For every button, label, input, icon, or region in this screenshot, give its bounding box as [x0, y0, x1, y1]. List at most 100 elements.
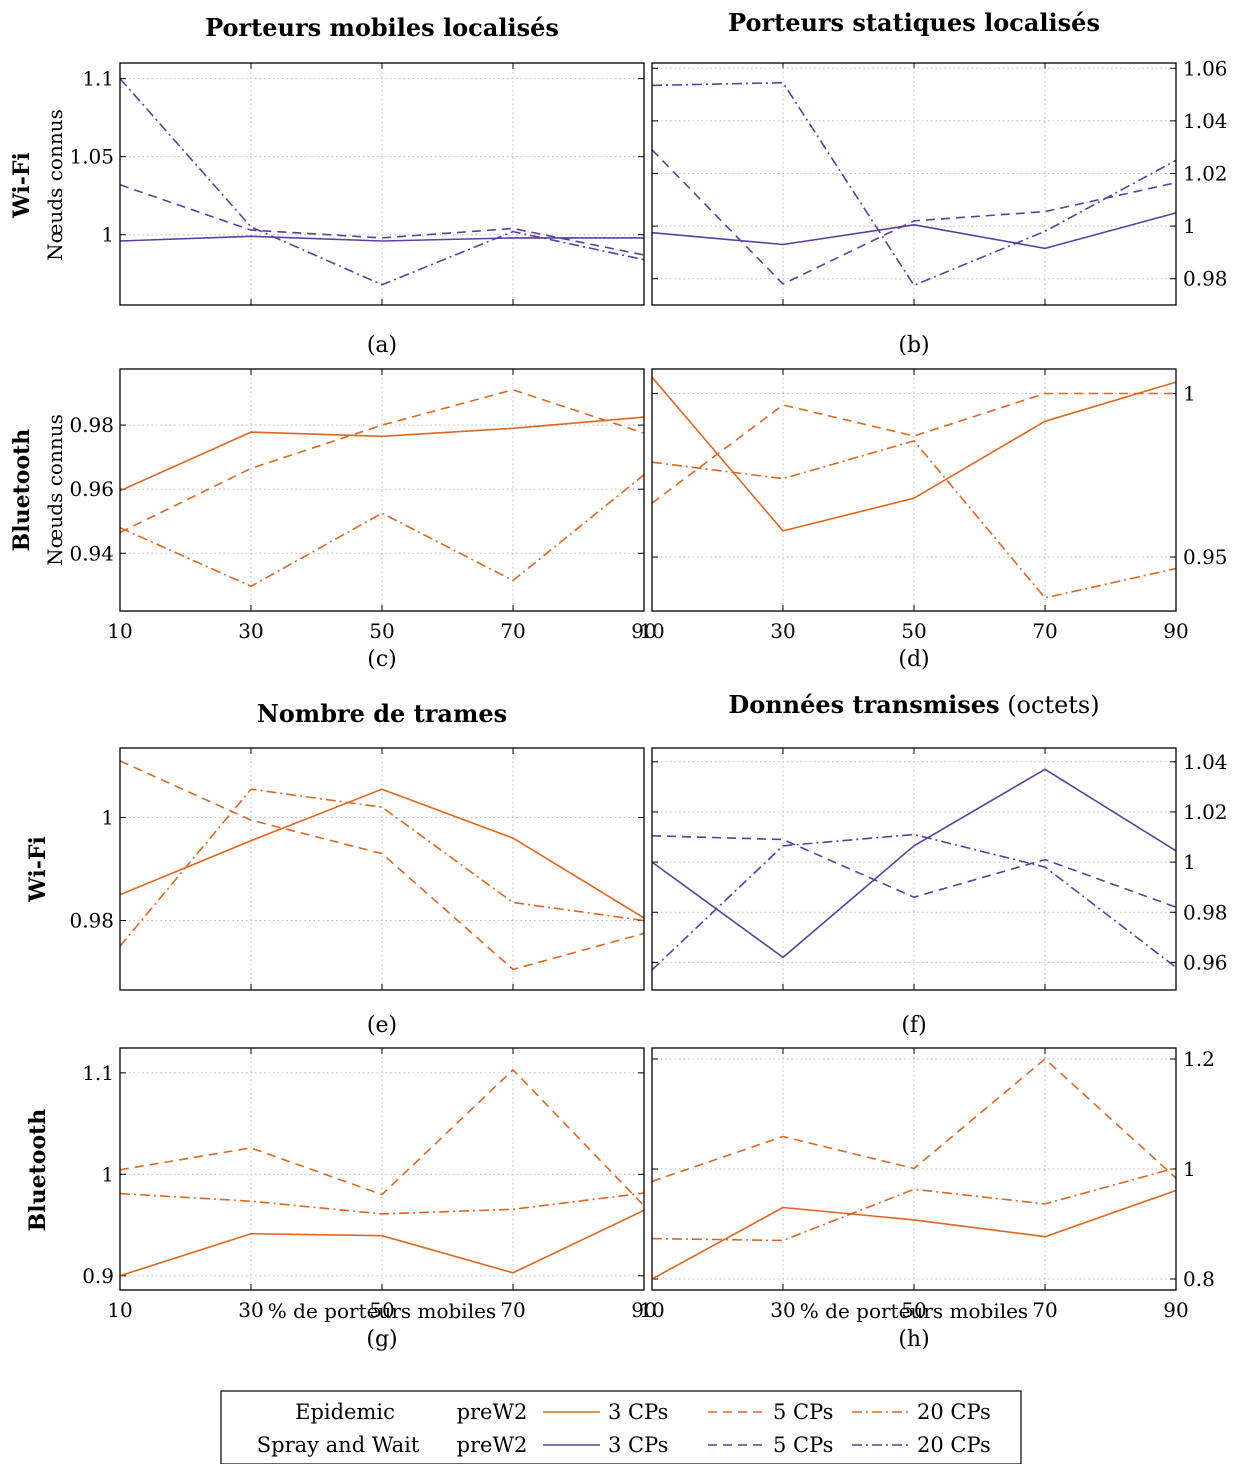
panel-label-c: (c): [367, 647, 397, 672]
legend-method-spray: preW2: [457, 1433, 528, 1457]
series-line-epidemic-3-cps: [119, 788, 645, 919]
legend-label-epidemic-20: 20 CPs: [917, 1400, 991, 1424]
chart-panel-f: 0.96 0.98 1 1.02 1.04: [651, 747, 1228, 991]
series-line-epidemic-20-cps: [119, 788, 645, 947]
series-line-epidemic-5-cps: [119, 388, 645, 534]
legend-protocol-spray: Spray and Wait: [257, 1433, 420, 1457]
x-tick-label: 90: [1163, 1298, 1188, 1322]
x-tick-label: 50: [369, 1298, 394, 1322]
x-tick-label: 30: [238, 619, 263, 643]
y-tick-label: 1: [1183, 1157, 1196, 1181]
series-line-epidemic-3-cps: [119, 1209, 645, 1277]
title-top-left: Porteurs mobiles localisés: [205, 13, 559, 42]
x-tick-label: 10: [639, 619, 664, 643]
legend-label-spray-20: 20 CPs: [917, 1433, 991, 1457]
x-tick-label: 90: [631, 619, 656, 643]
legend-method-epidemic: preW2: [457, 1400, 528, 1424]
plot-frame: [119, 747, 645, 991]
series-line-epidemic-5-cps: [119, 1069, 645, 1207]
legend-label-spray-3: 3 CPs: [608, 1433, 668, 1457]
y-tick-label: 0.94: [69, 541, 114, 565]
panel-label-d: (d): [898, 647, 929, 672]
series-line-spray-5-cps: [119, 184, 645, 256]
legend-label-epidemic-3: 3 CPs: [608, 1400, 668, 1424]
y-tick-label: 0.96: [69, 477, 114, 501]
panel-label-e: (e): [367, 1013, 397, 1038]
x-tick-label: 90: [1163, 619, 1188, 643]
title-bottom-right-unit: (octets): [1007, 691, 1099, 719]
row-label-wifi-bottom: Wi-Fi: [25, 836, 51, 903]
panel-label-f: (f): [901, 1013, 926, 1038]
series-line-spray-20-cps: [651, 81, 1177, 287]
y-tick-label: 0.96: [1183, 950, 1228, 974]
series-line-epidemic-20-cps: [651, 1167, 1177, 1242]
x-tick-label: 90: [631, 1298, 656, 1322]
y-tick-label: 0.8: [1183, 1267, 1215, 1291]
series-line-spray-20-cps: [119, 78, 645, 286]
series-line-spray-5-cps: [651, 835, 1177, 908]
legend: Epidemic preW2 Spray and Wait preW2 3 CP…: [220, 1390, 1022, 1465]
y-tick-label: 1.06: [1183, 56, 1228, 80]
chart-panel-c: 10 30 50 70 90 0.94 0.96 0.98: [69, 368, 657, 643]
y-tick-label: 0.98: [1183, 267, 1228, 291]
y-tick-label: 1.2: [1183, 1047, 1215, 1071]
plot-frame: [651, 62, 1177, 306]
ylabel-nodes-known-a: Nœuds connus: [43, 109, 67, 261]
y-tick-label: 1.1: [82, 67, 114, 91]
x-tick-label: 10: [107, 619, 132, 643]
y-tick-label: 0.98: [69, 908, 114, 932]
chart-panel-h: 10 30 50 70 90 0.8 1 1.2: [639, 1047, 1215, 1322]
title-bottom-right-bold: Données transmises: [728, 690, 999, 719]
series-line-epidemic-5-cps: [651, 1058, 1177, 1183]
y-tick-label: 0.98: [1183, 900, 1228, 924]
x-tick-label: 50: [901, 619, 926, 643]
plot-frame: [119, 62, 645, 306]
y-tick-label: 1.02: [1183, 161, 1228, 185]
chart-panel-g: 10 30 50 70 90 0.9 1 1.1: [82, 1047, 657, 1322]
panel-label-h: (h): [898, 1327, 929, 1352]
series-line-epidemic-5-cps: [651, 392, 1176, 504]
series-line-epidemic-3-cps: [651, 1189, 1177, 1280]
series-line-epidemic-5-cps: [119, 760, 645, 971]
chart-panel-e: 0.98 1: [69, 747, 645, 991]
x-tick-label: 30: [238, 1298, 263, 1322]
y-tick-label: 1: [1183, 382, 1196, 406]
series-line-spray-3-cps: [651, 768, 1177, 959]
x-tick-label: 50: [901, 1298, 926, 1322]
y-tick-label: 1: [101, 223, 114, 247]
title-bottom-right: Données transmises (octets): [728, 690, 1099, 719]
y-tick-label: 1.04: [1183, 750, 1228, 774]
y-tick-label: 1: [1183, 214, 1196, 238]
x-tick-label: 30: [770, 619, 795, 643]
y-tick-label: 1.1: [82, 1061, 114, 1085]
ylabel-nodes-known-c: Nœuds connus: [43, 414, 67, 566]
x-tick-label: 70: [1032, 1298, 1057, 1322]
title-bottom-left: Nombre de trames: [257, 699, 507, 728]
xlabel-g: % de porteurs mobiles: [268, 1299, 496, 1323]
x-tick-label: 10: [107, 1298, 132, 1322]
legend-label-spray-5: 5 CPs: [773, 1433, 833, 1457]
series-line-spray-5-cps: [651, 149, 1177, 285]
row-label-bluetooth-bottom: Bluetooth: [25, 1109, 51, 1232]
series-line-spray-3-cps: [651, 212, 1177, 250]
title-top-right: Porteurs statiques localisés: [728, 8, 1100, 37]
x-tick-label: 70: [500, 619, 525, 643]
y-tick-label: 1: [101, 806, 114, 830]
row-label-wifi-top: Wi-Fi: [9, 152, 35, 219]
chart-panels: 1 1.05 1.1 0.98 1 1.02 1.04 1.06 10 30 50 70 90 0.94 0…: [69, 56, 1227, 1322]
panel-label-a: (a): [367, 333, 397, 358]
plot-frame: [119, 368, 645, 612]
series-line-spray-20-cps: [651, 833, 1177, 971]
x-tick-label: 10: [639, 1298, 664, 1322]
series-line-epidemic-3-cps: [651, 376, 1177, 532]
legend-protocol-epidemic: Epidemic: [295, 1400, 395, 1424]
series-line-epidemic-20-cps: [119, 1192, 645, 1215]
plot-frame: [651, 368, 1177, 612]
series-line-epidemic-20-cps: [119, 474, 645, 588]
chart-panel-d: 10 30 50 70 90 0.95 1: [639, 368, 1228, 643]
panel-label-b: (b): [898, 333, 929, 358]
panel-label-g: (g): [366, 1327, 397, 1352]
plot-frame: [651, 1047, 1177, 1291]
